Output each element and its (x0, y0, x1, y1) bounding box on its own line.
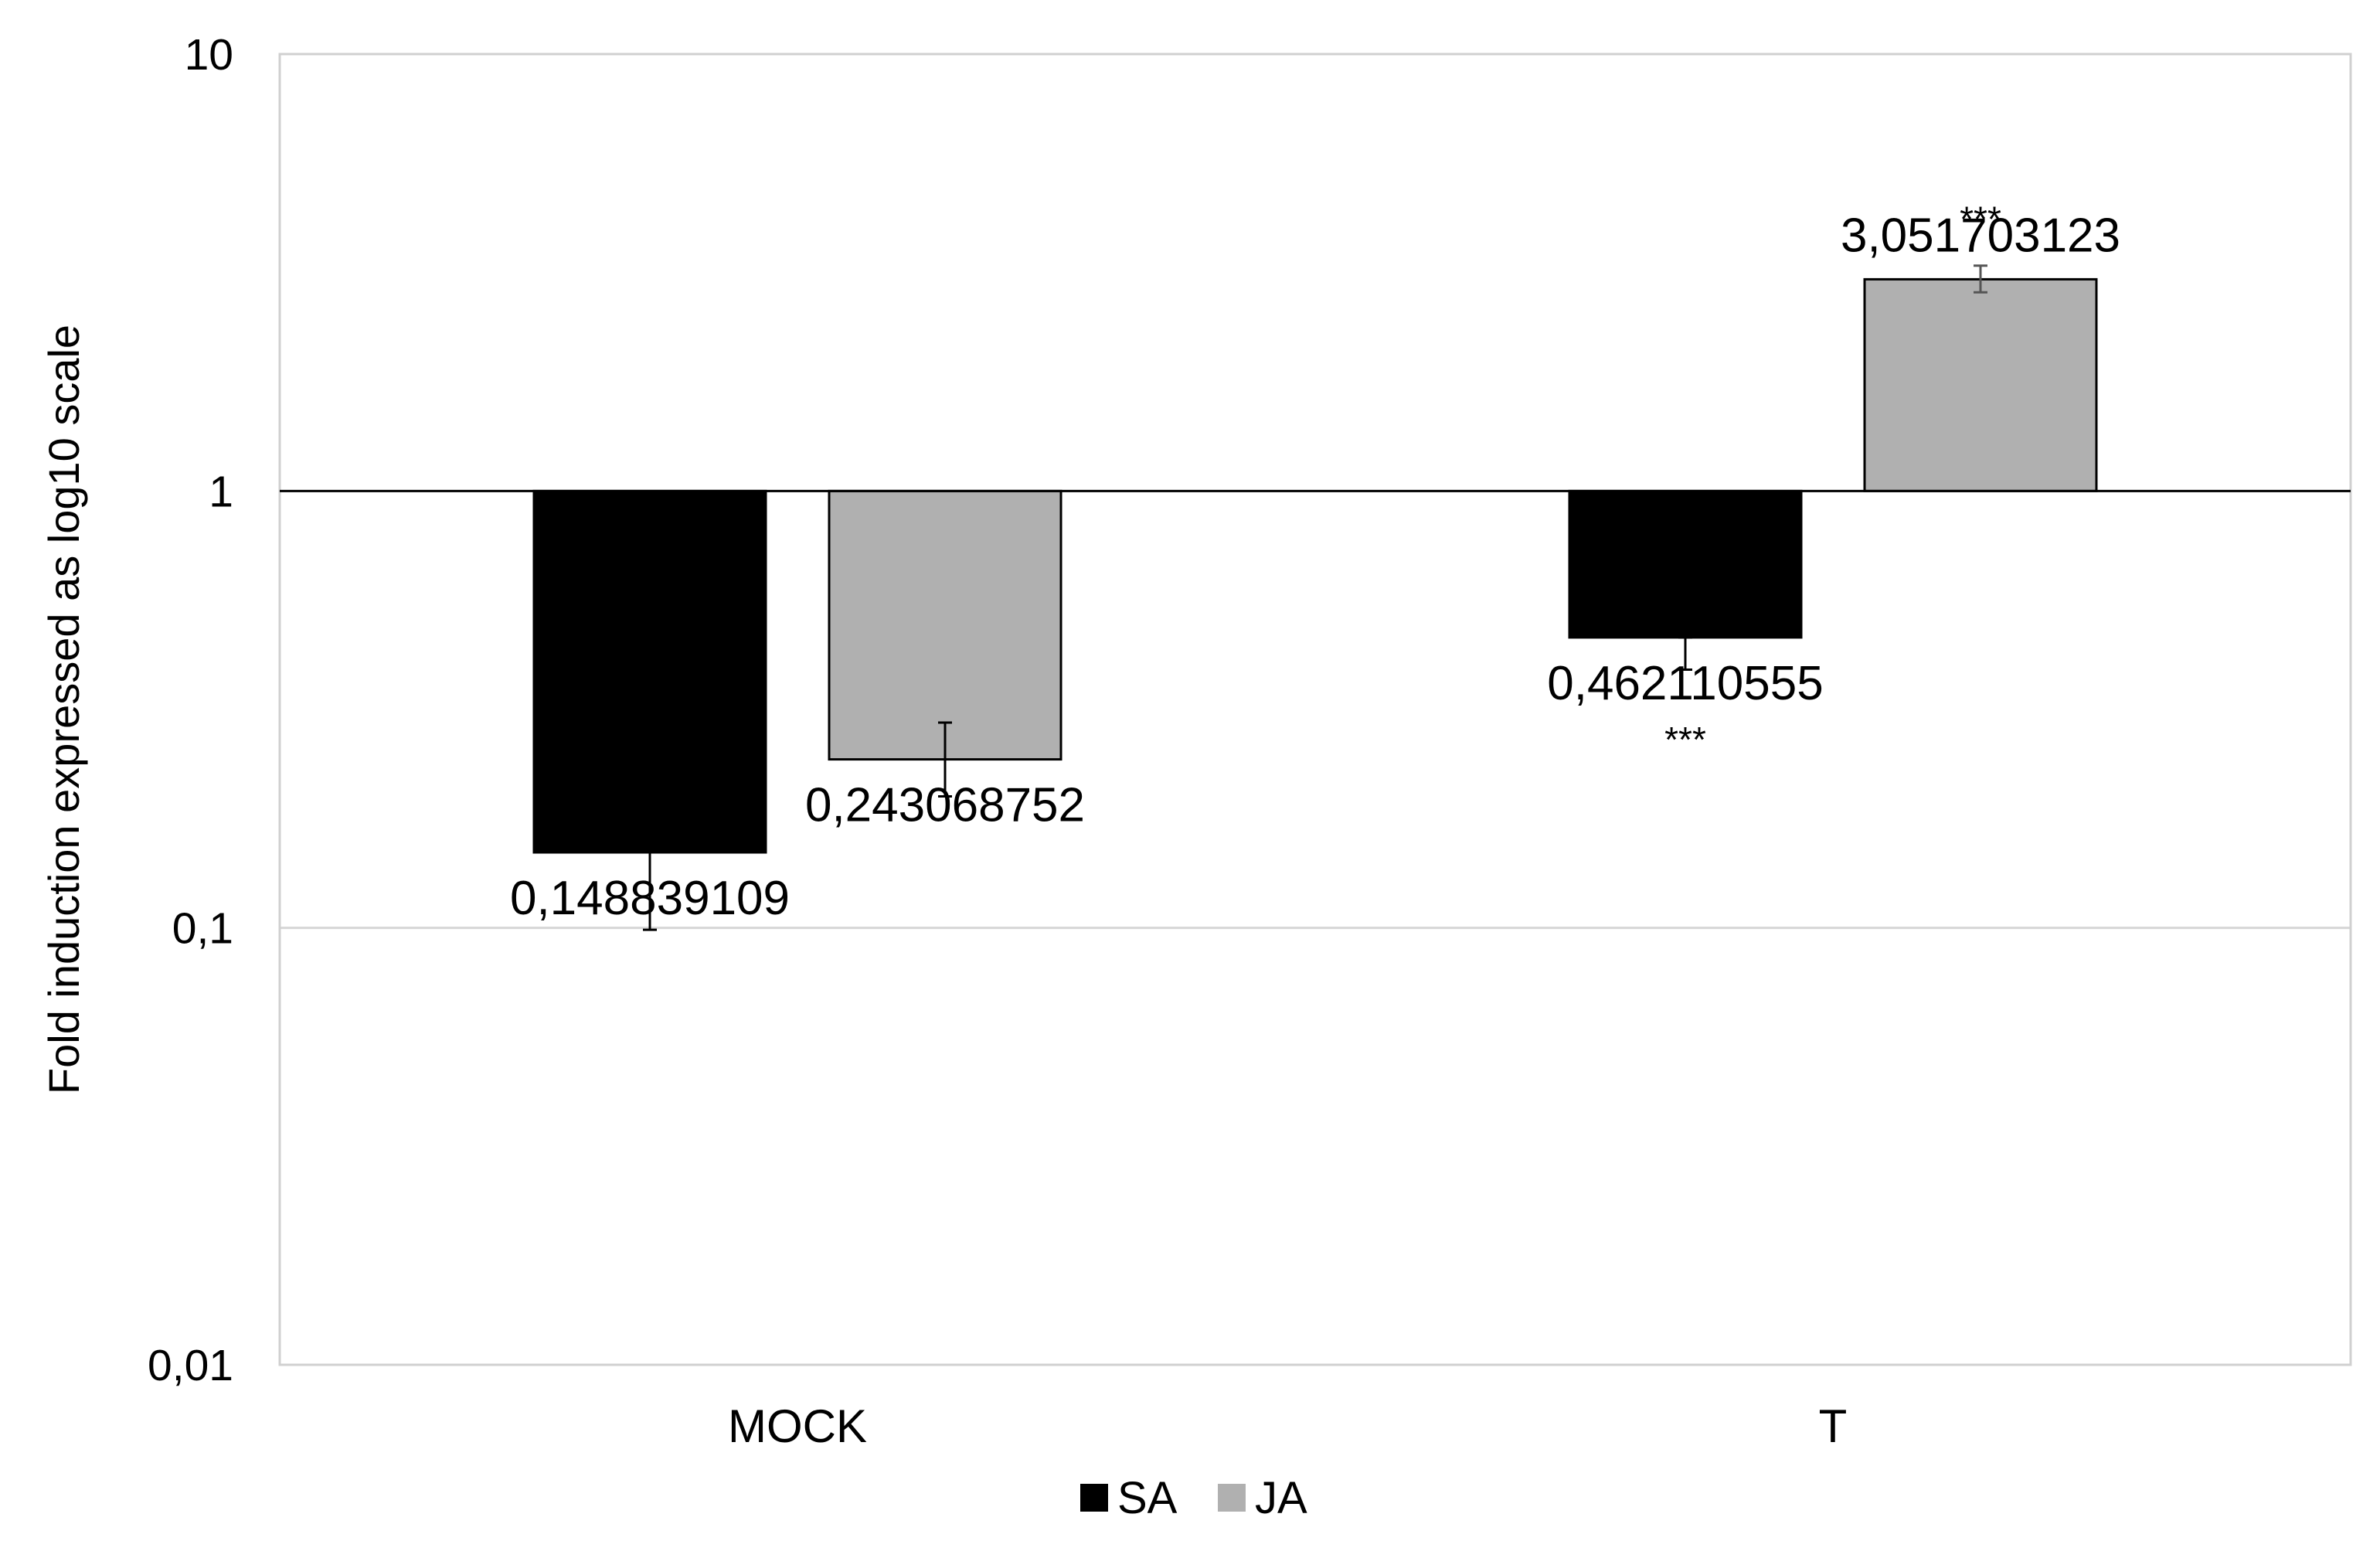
error-bars (643, 264, 1987, 931)
y-tick-label: 10 (185, 30, 233, 80)
plot-area (278, 53, 2352, 1366)
bar-sa-t (1568, 489, 1803, 639)
legend-swatch-ja (1218, 1484, 1246, 1512)
data-label: 0,243068752 (805, 779, 1085, 832)
x-category-label: T (1819, 1400, 1848, 1452)
data-label: 3,051703123 (1841, 209, 2120, 262)
y-tick-label: 0,1 (172, 904, 233, 954)
data-label: 0,148839109 (510, 872, 790, 925)
x-category-label: MOCK (728, 1400, 867, 1452)
y-axis-ticks: 0,01 0,1 1 10 (148, 30, 233, 1390)
y-tick-label: 1 (209, 467, 233, 516)
bars (532, 277, 2098, 854)
legend-label-sa: SA (1117, 1473, 1178, 1523)
data-label: 0,462110555 (1547, 657, 1823, 710)
bar-ja-mock (828, 489, 1062, 761)
bar-sa-mock (532, 489, 767, 854)
y-tick-label: 0,01 (148, 1341, 233, 1390)
significance-marker: *** (1664, 719, 1706, 760)
bar-ja-t (1863, 277, 2098, 492)
significance-marker: *** (1960, 199, 2001, 239)
x-axis-categories: MOCK T (728, 1400, 1847, 1452)
data-labels: 0,1488391090,2430687520,462110555***3,05… (510, 199, 2120, 925)
legend-swatch-sa (1080, 1484, 1108, 1512)
legend-label-ja: JA (1255, 1473, 1307, 1523)
legend: SA JA (1080, 1473, 1307, 1523)
y-axis-title: Fold induction expressed as log10 scale (39, 325, 88, 1094)
